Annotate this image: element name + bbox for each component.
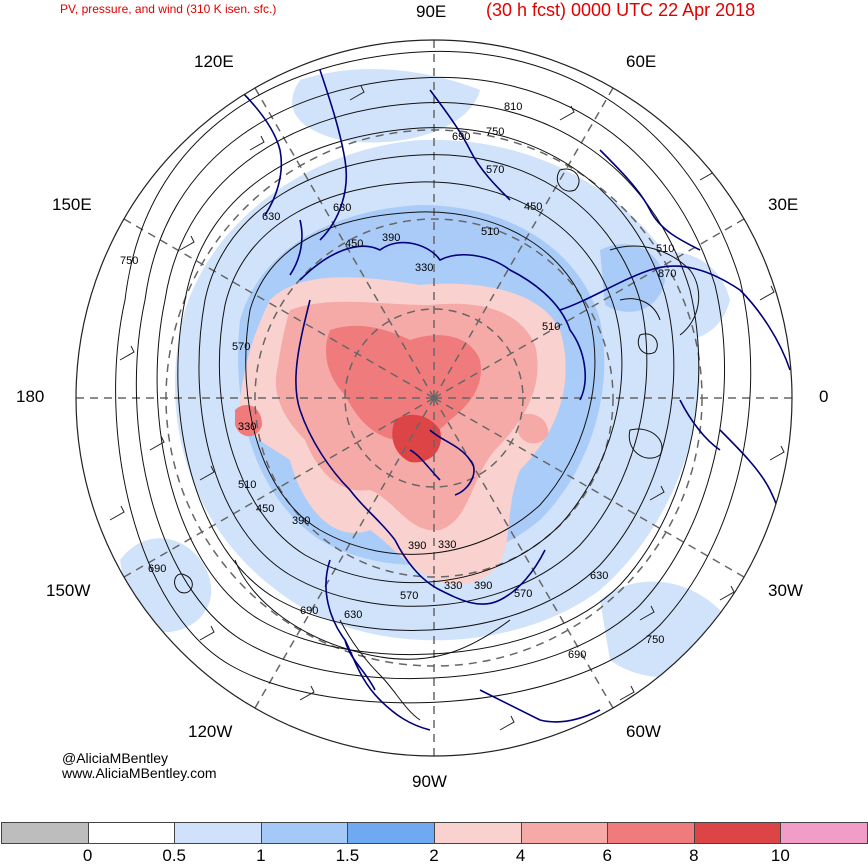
colorbar-swatch [347, 822, 435, 844]
contour-label: 510 [238, 479, 256, 491]
contour-label: 630 [344, 609, 362, 621]
wind-barbs [109, 85, 785, 731]
lon-label-180: 180 [16, 387, 45, 406]
contour-label: 330 [415, 262, 433, 274]
colorbar-tick-label: 4 [515, 846, 526, 865]
contour-label: 510 [656, 243, 674, 255]
contour-label: 690 [148, 563, 166, 575]
lon-label-150e: 150E [52, 195, 92, 214]
contour-label: 750 [120, 255, 138, 267]
lon-label-120w: 120W [188, 722, 233, 741]
colorbar-tick-label: 2 [429, 846, 439, 865]
lon-label-150w: 150W [46, 581, 91, 600]
lon-label-60e: 60E [626, 52, 657, 71]
contour-label: 390 [408, 540, 426, 552]
colorbar-tick-label: 1.5 [335, 846, 360, 865]
contour-label: 450 [256, 503, 274, 515]
contour-label: 570 [514, 588, 532, 600]
contour-label: 750 [646, 634, 664, 646]
longitude-grid [76, 40, 792, 756]
colorbar-swatch [780, 822, 868, 844]
contour-label: 330 [444, 580, 462, 592]
lon-label-60w: 60W [626, 722, 661, 741]
contour-label: 870 [658, 268, 676, 280]
contour-label: 750 [486, 126, 504, 138]
contour-label: 450 [345, 238, 363, 250]
contour-label: 630 [262, 211, 280, 223]
contour-label: 570 [232, 341, 250, 353]
contour-label: 450 [524, 201, 542, 213]
credit-handle: @AliciaMBentley [62, 750, 169, 766]
contour-label: 570 [486, 164, 504, 176]
lon-label-90e: 90E [416, 2, 447, 21]
contour-label: 390 [474, 580, 492, 592]
colorbar-swatch [520, 822, 609, 844]
contour-label: 330 [438, 539, 456, 551]
credit-website: www.AliciaMBentley.com [62, 765, 217, 781]
contour-label: 510 [481, 226, 499, 238]
lon-label-90w: 90W [412, 772, 447, 791]
colorbar-tick-label: 6 [602, 846, 612, 865]
polar-map: 810 750 690 570 630 510 450 390 330 690 … [75, 39, 793, 757]
contour-label: 690 [300, 605, 318, 617]
colorbar-swatch [174, 822, 262, 844]
colorbar-swatch [434, 822, 522, 844]
lon-label-0: 0 [819, 387, 829, 406]
pressure-contours [115, 50, 752, 721]
colorbar-tick-label: 1 [256, 846, 266, 865]
contour-label: 570 [400, 590, 418, 602]
contour-label: 630 [333, 202, 351, 214]
contour-label: 510 [542, 321, 560, 333]
coastlines [239, 69, 791, 731]
colorbar-tick-label: 0 [82, 846, 93, 865]
map-title: PV, pressure, and wind (310 K isen. sfc.… [60, 2, 277, 16]
map-field: 810 750 690 570 630 510 450 390 330 690 … [76, 40, 792, 756]
contour-label: 330 [238, 421, 256, 433]
forecast-time-title: (30 h fcst) 0000 UTC 22 Apr 2018 [486, 0, 756, 20]
colorbar-swatch [607, 822, 695, 844]
lon-label-30w: 30W [768, 581, 803, 600]
lon-label-120e: 120E [194, 52, 234, 71]
contour-label: 630 [590, 570, 608, 582]
colorbar-swatch [1, 822, 89, 844]
contour-label: 690 [452, 131, 470, 143]
colorbar-tick-label: 10 [770, 846, 790, 865]
lon-label-30e: 30E [768, 195, 799, 214]
contour-label-group: 810 750 690 570 630 510 450 390 330 690 … [120, 101, 676, 661]
colorbar-swatch [260, 822, 349, 844]
colorbar-swatch [87, 822, 176, 844]
colorbar-tick-label: 0.5 [162, 846, 187, 865]
colorbar-tick-label: 8 [689, 846, 699, 865]
contour-label: 390 [292, 515, 310, 527]
map-boundary [75, 39, 793, 757]
contour-label: 810 [504, 101, 522, 113]
colorbar-swatch [693, 822, 782, 844]
contour-label: 390 [382, 232, 400, 244]
contour-label: 690 [568, 649, 586, 661]
